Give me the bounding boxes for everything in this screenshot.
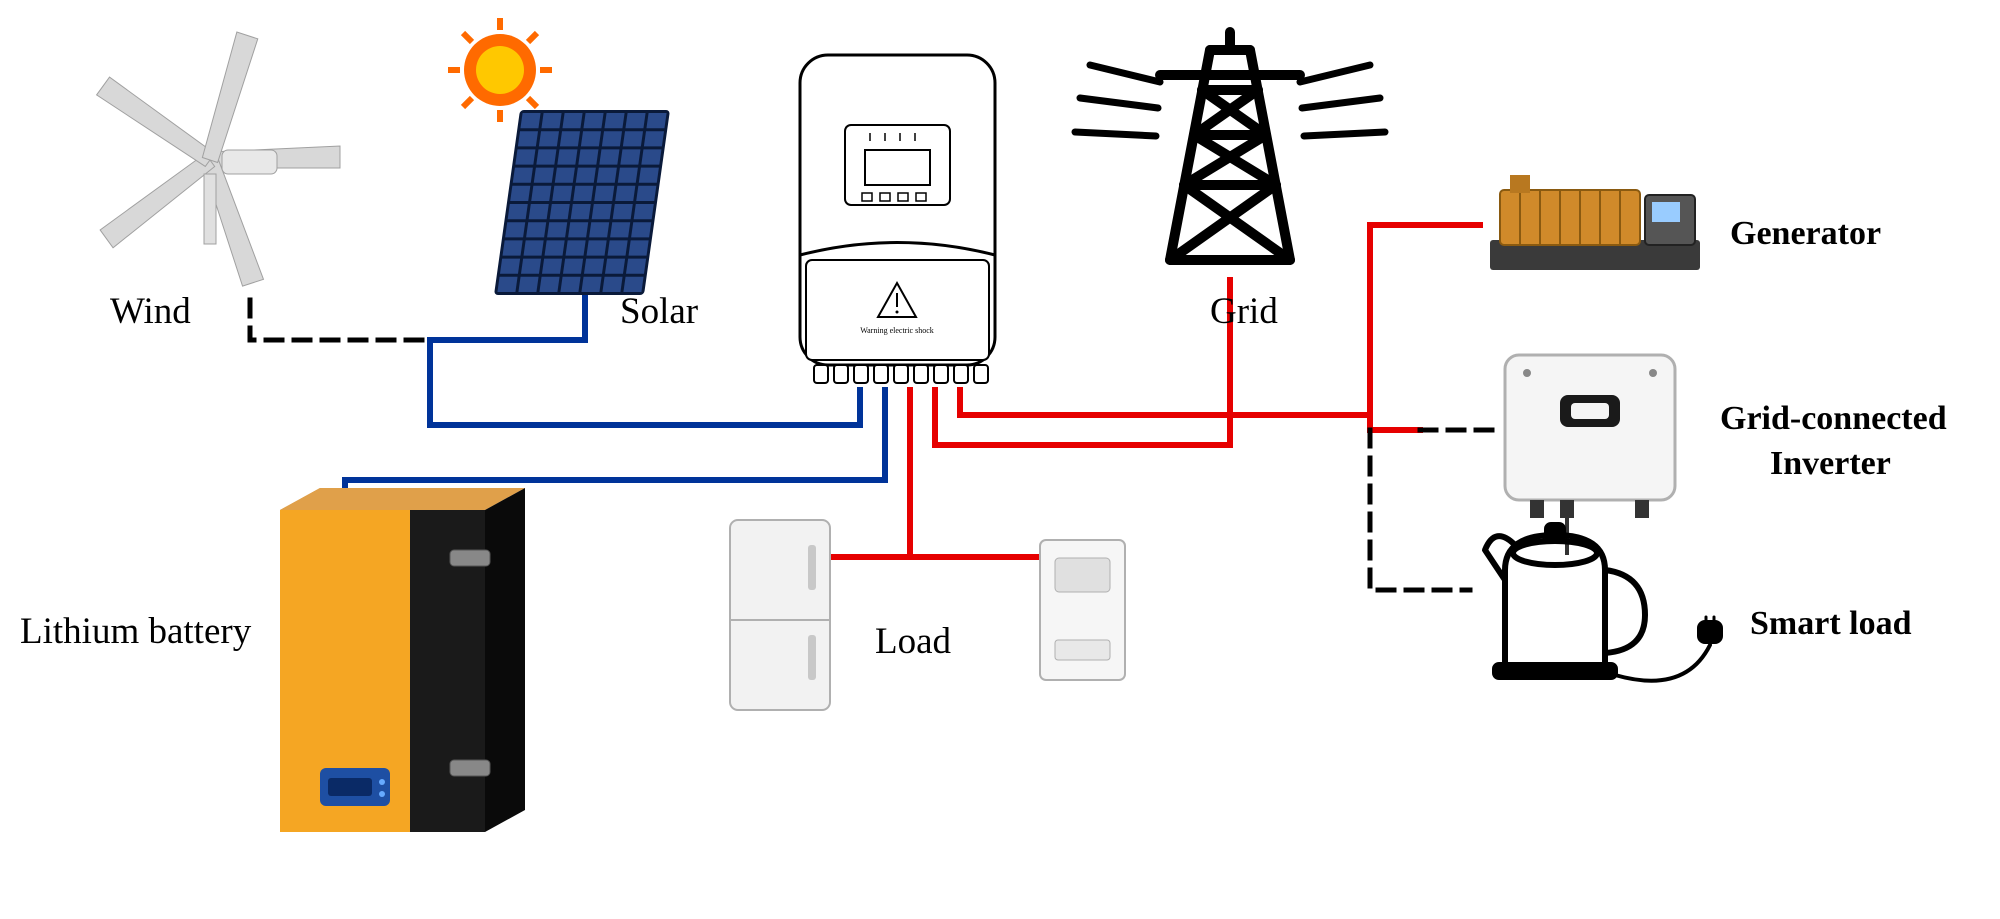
gci-label-line1: Grid-connected (1720, 400, 1947, 438)
generator-label: Generator (1730, 215, 1881, 253)
smartload-label: Smart load (1750, 605, 1912, 643)
grid-label: Grid (1210, 290, 1278, 333)
gci-label-line2: Inverter (1770, 445, 1891, 483)
load-label: Load (875, 620, 951, 663)
energy-system-diagram: Warning electric shock (0, 0, 2000, 919)
solar-label: Solar (620, 290, 698, 333)
smart-load-kettle-icon (0, 0, 2000, 919)
wind-label: Wind (110, 290, 191, 333)
battery-label: Lithium battery (20, 610, 251, 653)
